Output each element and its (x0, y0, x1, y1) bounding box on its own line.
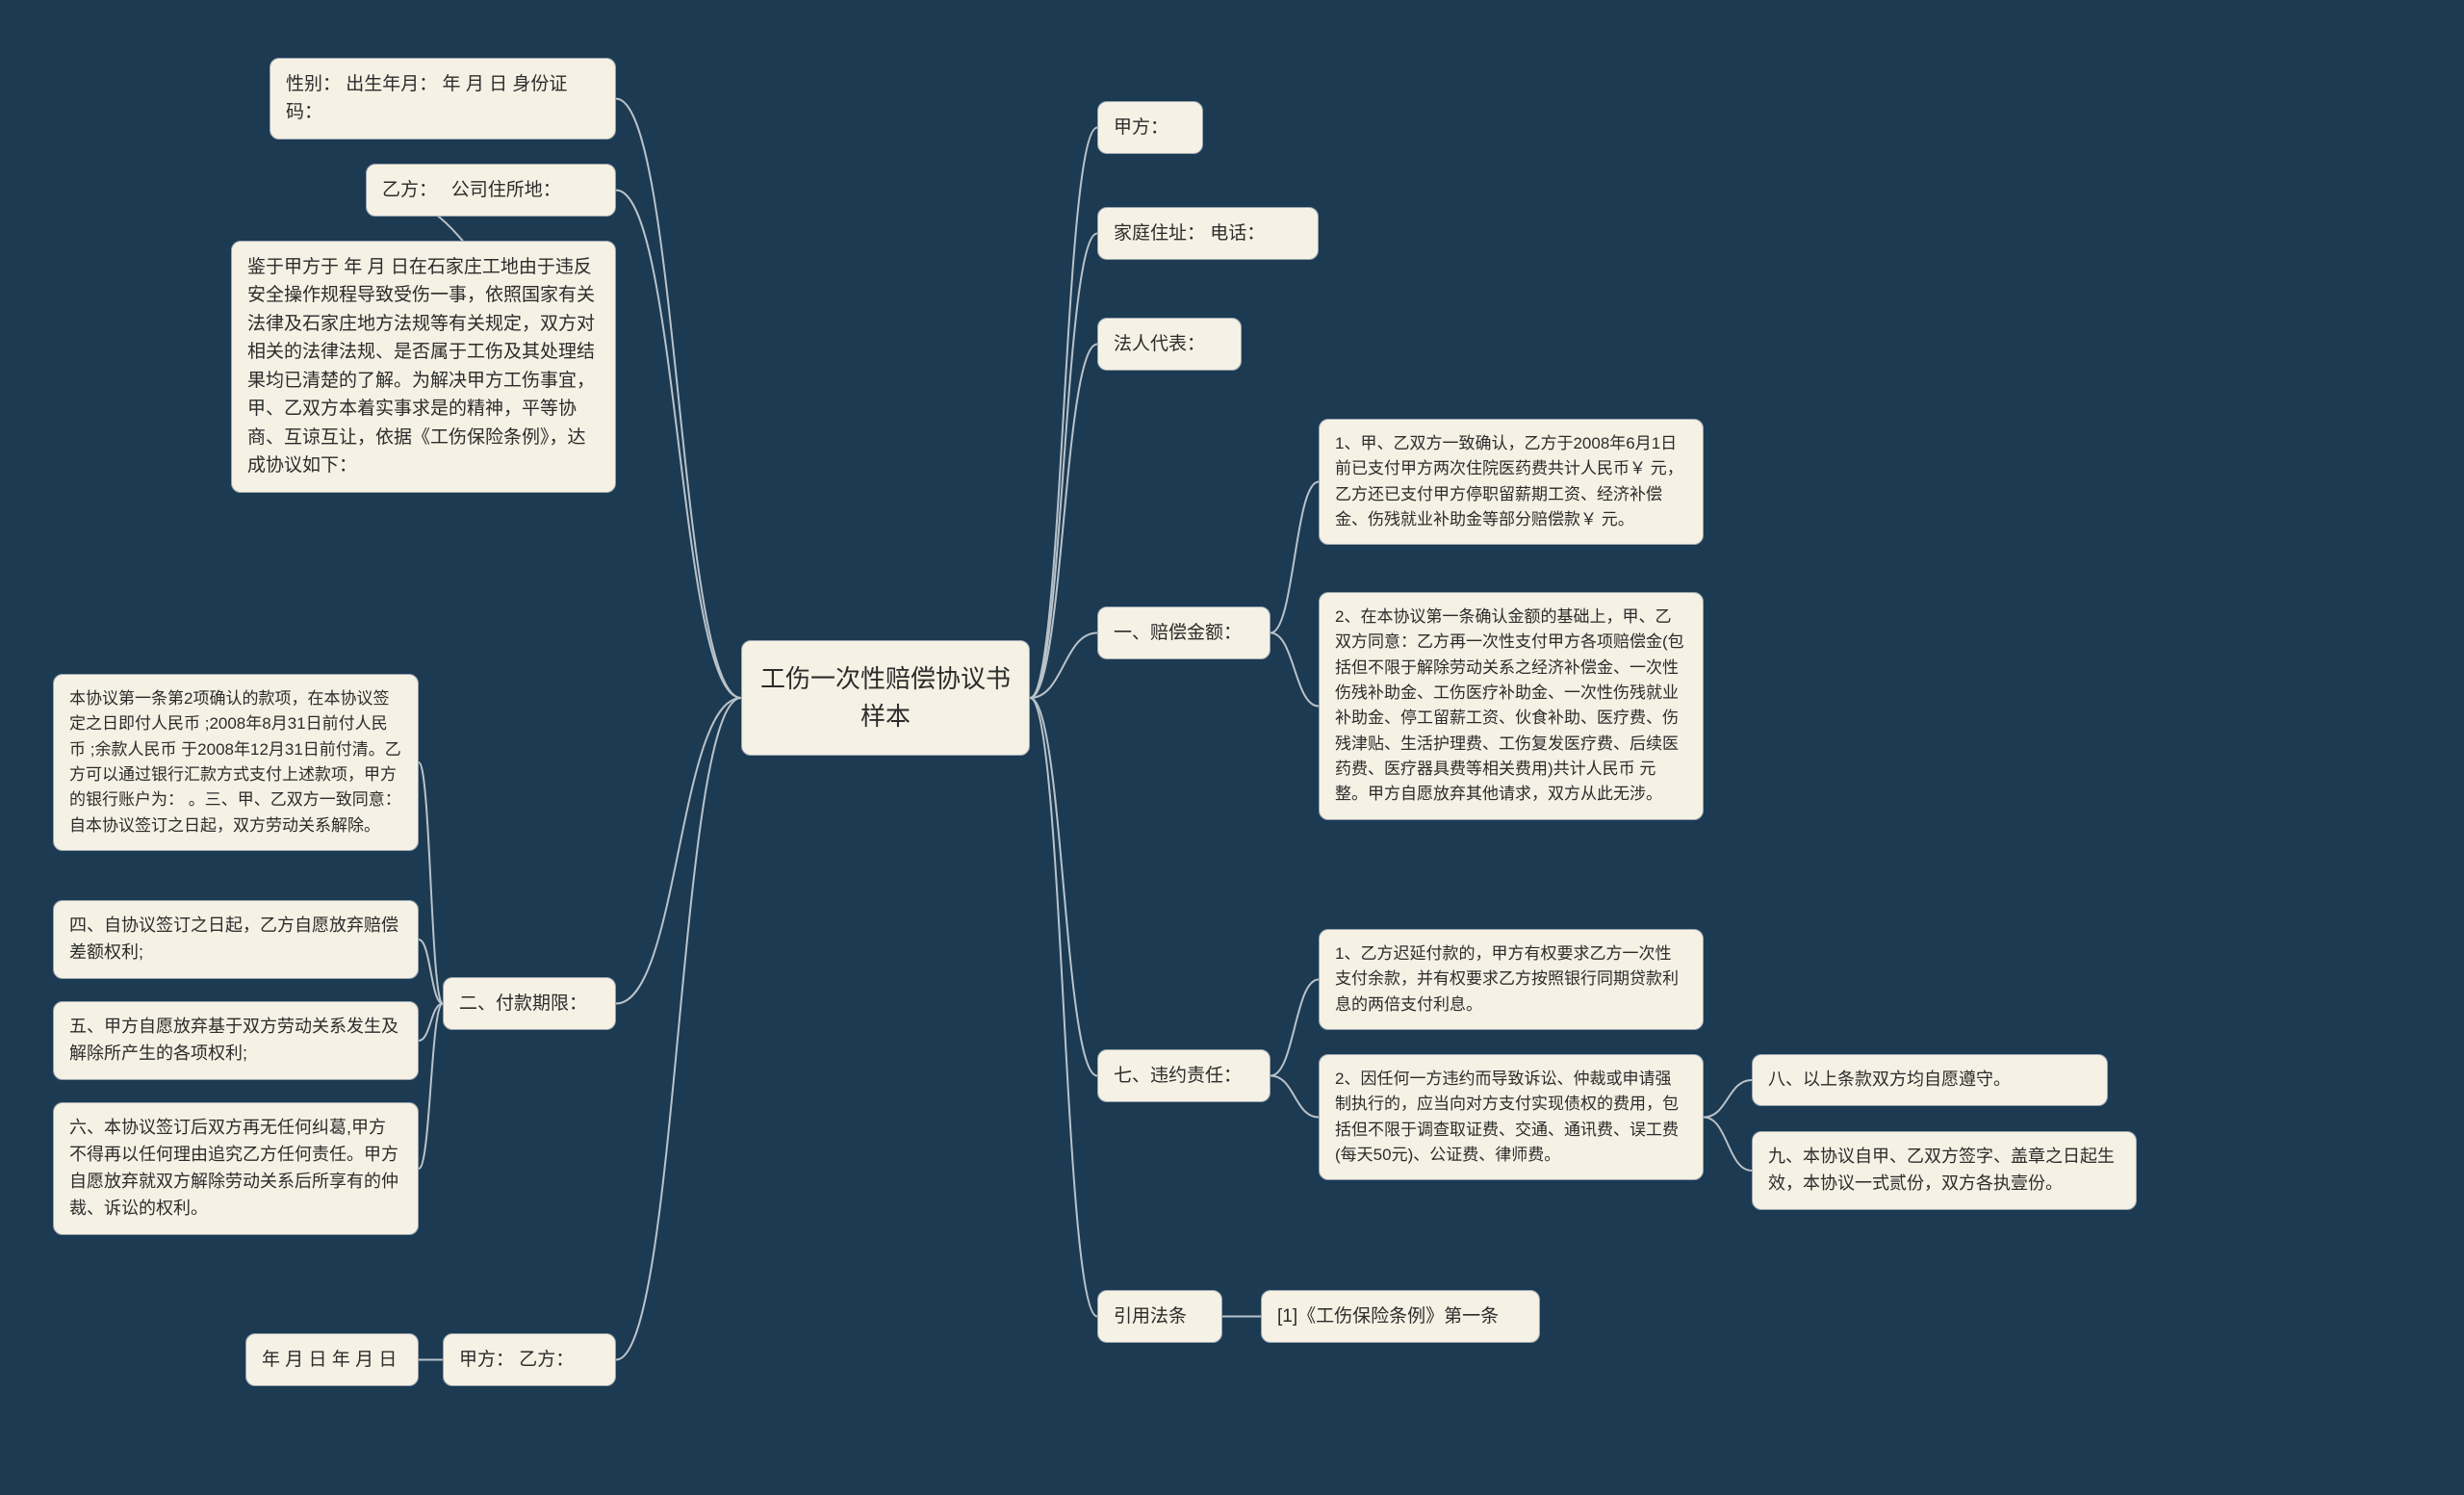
text: 年 月 日 年 月 日 (262, 1350, 397, 1370)
left-gender-dob-id: 性别： 出生年月： 年 月 日 身份证码： (270, 58, 616, 140)
right-breach-label: 七、违约责任： (1097, 1049, 1270, 1102)
right-breach-c2: 2、因任何一方违约而导致诉讼、仲裁或申请强制执行的，应当向对方支付实现债权的费用… (1319, 1054, 1704, 1180)
left-recital: 鉴于甲方于 年 月 日在石家庄工地由于违反安全操作规程导致受伤一事，依照国家有关… (231, 241, 616, 493)
text: 2、因任何一方违约而导致诉讼、仲裁或申请强制执行的，应当向对方支付实现债权的费用… (1335, 1070, 1679, 1164)
right-compensation-label: 一、赔偿金额： (1097, 606, 1270, 659)
text: 一、赔偿金额： (1114, 623, 1242, 643)
text: 八、以上条款双方均自愿遵守。 (1768, 1070, 2011, 1089)
left-payment-c2: 四、自协议签订之日起，乙方自愿放弃赔偿差额权利; (53, 900, 419, 979)
text: 家庭住址： 电话： (1114, 223, 1265, 244)
right-cited-law-label: 引用法条 (1097, 1290, 1222, 1343)
right-breach-c2-g1: 八、以上条款双方均自愿遵守。 (1752, 1054, 2108, 1106)
text: 性别： 出生年月： 年 月 日 身份证码： (286, 74, 567, 122)
text: 本协议第一条第2项确认的款项，在本协议签定之日即付人民币 ;2008年8月31日… (69, 689, 401, 835)
right-breach-c1: 1、乙方迟延付款的，甲方有权要求乙方一次性支付余款，并有权要求乙方按照银行同期贷… (1319, 929, 1704, 1030)
left-payment-term-label: 二、付款期限： (443, 977, 616, 1030)
left-party-b-label: 乙方： 公司住所地： (366, 164, 616, 217)
text: 甲方： 乙方： (459, 1350, 574, 1370)
right-legal-rep: 法人代表： (1097, 318, 1242, 371)
text: 引用法条 (1114, 1306, 1187, 1327)
text: 五、甲方自愿放弃基于双方劳动关系发生及解除所产生的各项权利; (69, 1017, 398, 1063)
text: 四、自协议签订之日起，乙方自愿放弃赔偿差额权利; (69, 915, 398, 962)
left-payment-c1: 本协议第一条第2项确认的款项，在本协议签定之日即付人民币 ;2008年8月31日… (53, 674, 419, 851)
text: 九、本协议自甲、乙双方签字、盖章之日起生效，本协议一式贰份，双方各执壹份。 (1768, 1147, 2115, 1193)
text: 法人代表： (1114, 334, 1205, 354)
right-compensation-c1: 1、甲、乙双方一致确认，乙方于2008年6月1日前已支付甲方两次住院医药费共计人… (1319, 419, 1704, 545)
right-breach-c2-g2: 九、本协议自甲、乙双方签字、盖章之日起生效，本协议一式贰份，双方各执壹份。 (1752, 1131, 2137, 1210)
right-compensation-c2: 2、在本协议第一条确认金额的基础上，甲、乙双方同意：乙方再一次性支付甲方各项赔偿… (1319, 592, 1704, 820)
left-payment-c3: 五、甲方自愿放弃基于双方劳动关系发生及解除所产生的各项权利; (53, 1001, 419, 1080)
root-node: 工伤一次性赔偿协议书样本 (741, 640, 1030, 756)
right-party-a: 甲方： (1097, 101, 1203, 154)
text: [1]《工伤保险条例》第一条 (1277, 1306, 1499, 1327)
root-text: 工伤一次性赔偿协议书样本 (760, 664, 1011, 731)
text: 乙方： 公司住所地： (382, 180, 561, 200)
right-address-phone: 家庭住址： 电话： (1097, 207, 1319, 260)
text: 七、违约责任： (1114, 1066, 1242, 1086)
text: 六、本协议签订后双方再无任何纠葛,甲方不得再以任何理由追究乙方任何责任。甲方自愿… (69, 1118, 398, 1218)
right-cited-law-child: [1]《工伤保险条例》第一条 (1261, 1290, 1540, 1343)
left-signatures-label: 甲方： 乙方： (443, 1333, 616, 1386)
text: 二、付款期限： (459, 993, 587, 1014)
left-payment-c4: 六、本协议签订后双方再无任何纠葛,甲方不得再以任何理由追究乙方任何责任。甲方自愿… (53, 1102, 419, 1235)
text: 1、甲、乙双方一致确认，乙方于2008年6月1日前已支付甲方两次住院医药费共计人… (1335, 434, 1683, 528)
text: 2、在本协议第一条确认金额的基础上，甲、乙双方同意：乙方再一次性支付甲方各项赔偿… (1335, 607, 1684, 803)
text: 1、乙方迟延付款的，甲方有权要求乙方一次性支付余款，并有权要求乙方按照银行同期贷… (1335, 944, 1679, 1014)
text: 鉴于甲方于 年 月 日在石家庄工地由于违反安全操作规程导致受伤一事，依照国家有关… (247, 257, 595, 476)
text: 甲方： (1114, 117, 1168, 138)
left-signatures-date: 年 月 日 年 月 日 (245, 1333, 419, 1386)
